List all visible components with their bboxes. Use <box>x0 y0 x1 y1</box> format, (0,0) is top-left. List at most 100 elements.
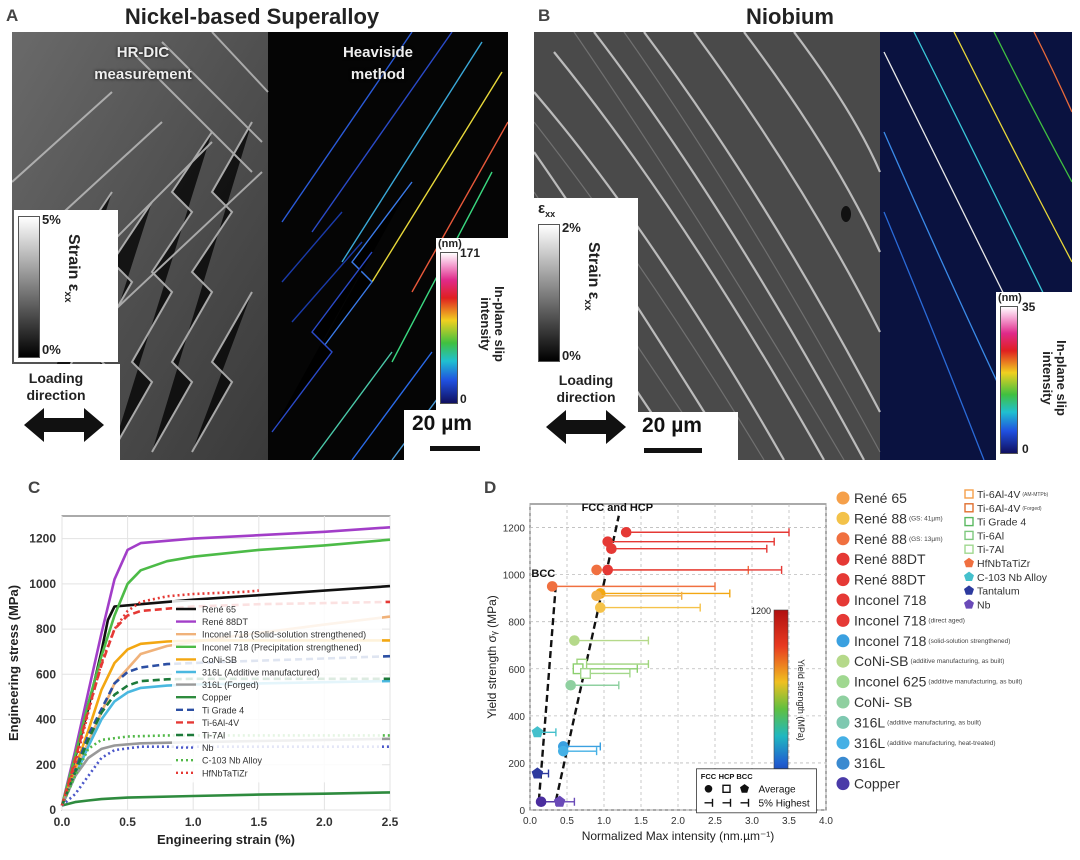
chart-c-y-tick-label: 0 <box>49 803 56 817</box>
chart-d-point <box>558 745 569 757</box>
chart-d-x-axis-label: Normalized Max intensity (nm.µm⁻¹) <box>582 829 775 843</box>
chart-c-series-line <box>60 654 391 806</box>
chart-d-legend-marker <box>836 593 850 607</box>
chart-c-y-tick-label: 200 <box>36 758 56 772</box>
chart-d-legend-marker <box>964 516 974 527</box>
chart-d-legend-label: René 65 <box>854 490 907 506</box>
chart-d-legend-label: CoNi- SB <box>854 694 912 710</box>
chart-c-series-line <box>60 538 391 806</box>
chart-c-legend-label: C-103 Nb Alloy <box>202 756 263 766</box>
panel-b-slip-colorbar: (nm) 35 0 In-plane slip intensity <box>996 292 1072 460</box>
panel-b-strain-colorbar: εxx 2% 0% Strain εxx <box>534 198 638 366</box>
chart-d-legend-label: Inconel 718 <box>854 612 927 628</box>
chart-d-x-tick-label: 0.5 <box>560 816 574 827</box>
chart-d-point <box>606 543 617 555</box>
chart-d-legend-marker <box>964 530 974 541</box>
panel-a-loading-arrow <box>24 408 104 442</box>
chart-d-legend-label: Inconel 718 <box>854 592 927 608</box>
chart-d-legend-marker <box>836 777 850 791</box>
chart-d-point <box>546 581 558 592</box>
chart-d-point <box>569 635 580 646</box>
chart-c-legend-label: HfNbTaTiZr <box>202 768 248 778</box>
chart-c-legend-label: Nb <box>202 743 214 753</box>
chart-d-symbol-key-header: FCC <box>701 772 717 781</box>
chart-d-legend-note: (Forged) <box>1022 506 1042 512</box>
panel-a-slip-label: In-plane slip intensity <box>468 264 508 394</box>
chart-c-x-tick-label: 0.0 <box>54 815 71 829</box>
chart-d-symbol-key-square <box>722 784 731 794</box>
chart-d-legend-note: (AM-MTPb) <box>1022 492 1048 498</box>
chart-d-legend-marker <box>964 489 974 499</box>
chart-d-legend-label: René 88 <box>854 531 907 547</box>
chart-d-legend-label: 316L <box>854 735 885 751</box>
chart-d-legend-note: (additive manufacturing, as built) <box>928 679 1022 686</box>
chart-d-x-tick-label: 4.0 <box>819 816 833 827</box>
stress-strain-chart: 0.0 0.5 1.0 1.5 2.0 2.5 0 200 400 600 800 1000 1200 E… <box>6 515 399 847</box>
chart-d-legend-label: Ti-7Al <box>977 544 1004 556</box>
chart-d-trend-line <box>537 583 558 801</box>
chart-d-legend-label: Ti-6Al <box>977 530 1004 542</box>
chart-d-legend-note: (additive manufacturing, as built) <box>887 719 981 726</box>
chart-d-symbol-key-header: HCP <box>719 772 735 781</box>
chart-c-legend-label: Inconel 718 (Precipitation strengthened) <box>202 642 362 652</box>
chart-d-legend-note: (additive manufacturing, heat-treated) <box>887 740 995 747</box>
panel-a-loading-label: Loading direction <box>26 370 86 403</box>
chart-c-x-tick-label: 1.5 <box>250 815 267 829</box>
chart-d-annotation-fcc: FCC and HCP <box>582 502 654 514</box>
panel-b-strain-gradient <box>538 224 560 362</box>
panel-b-scale-label: 20 µm <box>642 414 702 437</box>
chart-d-legend-marker <box>836 613 850 627</box>
chart-d-annotation-bcc: BCC <box>531 568 555 580</box>
chart-c-x-tick-label: 2.5 <box>382 815 399 829</box>
chart-d-legend-label: 316L <box>854 714 885 730</box>
chart-d-point <box>553 795 566 807</box>
panel-a-slip-max: 171 <box>460 246 481 260</box>
chart-d-legend-note: (solid-solution strengthened) <box>928 638 1010 645</box>
chart-d-legend-marker <box>836 573 850 587</box>
chart-d-colorbar-label: Yield strength (MPa) <box>796 659 806 741</box>
chart-d-legend-label: C-103 Nb Alloy <box>977 572 1048 584</box>
chart-c-series-line <box>60 589 259 806</box>
panel-b-strain-min: 0% <box>562 348 581 363</box>
panel-b-slip-min: 0 <box>1022 442 1029 456</box>
chart-c-series-line <box>61 791 391 807</box>
chart-d-y-tick-label: 0 <box>519 806 525 817</box>
chart-d-point <box>602 564 613 576</box>
panel-a-slip-min: 0 <box>460 392 467 406</box>
panel-b-strain-label-sub: xx <box>581 299 593 311</box>
chart-d-legend-label: Ti-6Al-4V <box>977 503 1020 515</box>
panel-b-title: Niobium <box>746 4 834 29</box>
yield-vs-intensity-chart: 0.0 0.5 1.0 1.5 2.0 2.5 3.0 3.5 4.0 0 200 400 600 800… <box>485 489 1049 843</box>
chart-c-legend-label: Ti-7Al <box>202 731 225 741</box>
panel-b-scale-line <box>644 448 702 453</box>
panel-b-loading-arrow <box>546 410 626 444</box>
chart-d-y-tick-label: 1000 <box>503 571 526 582</box>
chart-c-legend-label: Ti-6Al-4V <box>202 718 239 728</box>
chart-d-symbol-key-row: Average <box>759 784 797 795</box>
chart-c-x-tick-label: 2.0 <box>316 815 333 829</box>
panel-a-strain-max: 5% <box>42 212 61 227</box>
chart-d-legend-note: (additive manufacturing, as built) <box>910 658 1004 665</box>
panel-a-slip-label-text: In-plane slip intensity <box>478 286 507 362</box>
panel-d-letter: D <box>484 478 497 497</box>
chart-d-point <box>620 526 632 538</box>
chart-c-legend-label: Copper <box>202 693 232 703</box>
chart-d-point <box>535 796 547 808</box>
chart-d-symbol-key-pentagon <box>740 784 749 793</box>
chart-c-y-tick-label: 1200 <box>29 532 56 546</box>
chart-d-y-tick-label: 800 <box>508 618 525 629</box>
chart-d-legend-marker <box>964 585 974 595</box>
chart-d-y-tick-label: 1200 <box>503 524 526 535</box>
panel-a-slip-colorbar: (nm) 171 0 In-plane slip intensity <box>436 238 508 410</box>
chart-d-legend-label: Inconel 718 <box>854 633 927 649</box>
chart-d-x-tick-label: 1.0 <box>597 816 611 827</box>
chart-d-x-tick-label: 2.0 <box>671 816 685 827</box>
panel-a-loading-box: Loading direction <box>0 364 120 460</box>
panel-a-scale-line <box>430 446 480 451</box>
panel-a-heaviside-label: Heaviside method <box>342 44 414 83</box>
chart-d-x-tick-label: 2.5 <box>708 816 722 827</box>
chart-d-symbol-key-circle <box>704 785 713 793</box>
chart-d-legend-label: Nb <box>977 599 991 611</box>
chart-d-y-tick-label: 200 <box>508 759 525 770</box>
panel-b-slip-gradient <box>1000 306 1018 454</box>
